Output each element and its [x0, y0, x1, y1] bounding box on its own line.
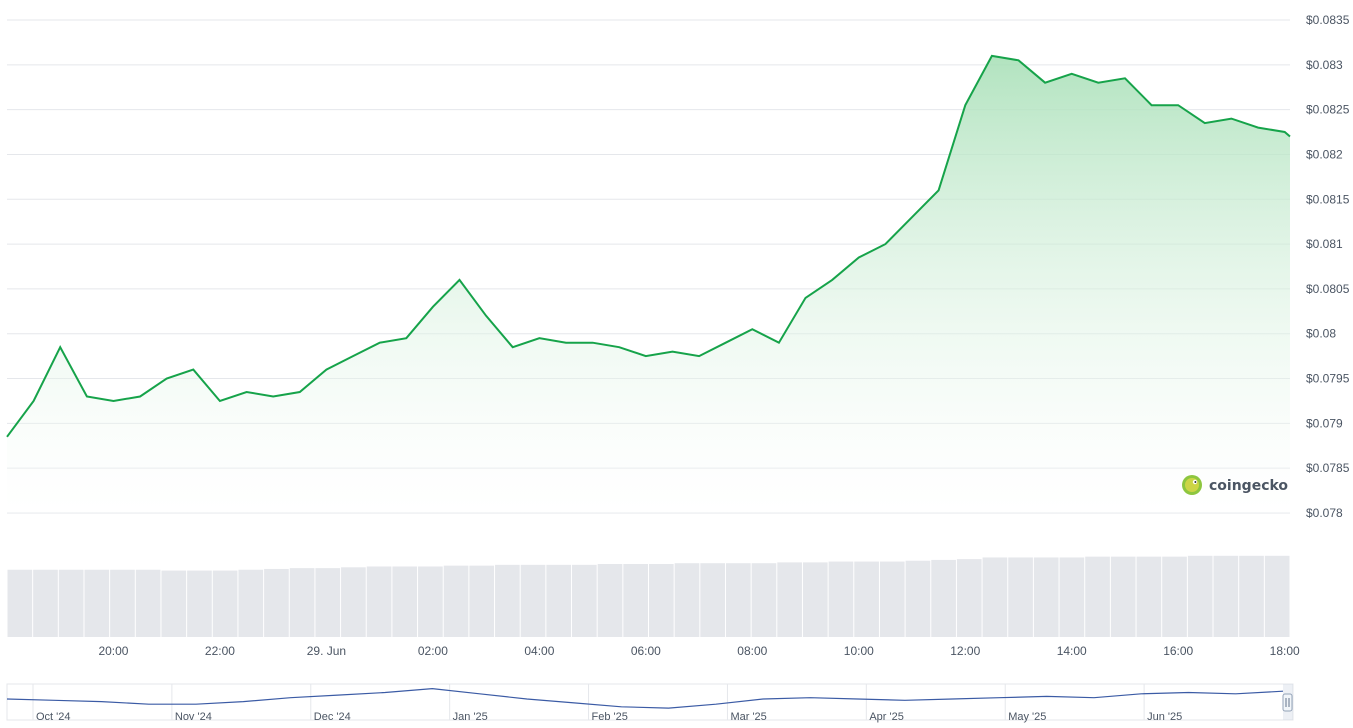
volume-bar: [469, 565, 495, 637]
price-area-fill: [7, 55, 1290, 514]
navigator-month-separators: [32, 684, 1145, 720]
x-axis-ticks: 20:00 22:00 29. Jun 02:00 04:00 06:00 08:00 10:…: [98, 644, 1300, 658]
x-tick-label: 10:00: [844, 644, 874, 658]
volume-bar: [597, 564, 623, 637]
navigator-month-label: Jan '25: [453, 711, 488, 723]
volume-bar: [1162, 556, 1187, 637]
navigator-track: [6, 683, 1294, 721]
volume-bar: [982, 557, 1008, 637]
y-tick-label: $0.0795: [1306, 372, 1350, 386]
volume-bar: [931, 559, 956, 637]
volume-bar: [495, 564, 520, 637]
navigator-series-line: [6, 687, 1284, 709]
x-tick-label: 04:00: [524, 644, 554, 658]
x-tick-label: 16:00: [1163, 644, 1193, 658]
volume-bar: [238, 569, 264, 637]
volume-bar: [1033, 557, 1059, 637]
y-tick-label: $0.08: [1306, 327, 1336, 341]
volume-bar: [392, 566, 418, 637]
coingecko-gecko-icon: [1182, 475, 1202, 495]
volume-bar: [341, 567, 366, 637]
volume-bar: [1187, 555, 1213, 637]
y-tick-label: $0.0835: [1306, 13, 1350, 27]
navigator-month-label: Dec '24: [314, 711, 351, 723]
volume-bar: [187, 570, 212, 637]
volume-bar: [212, 570, 238, 637]
volume-bar: [828, 561, 854, 637]
navigator-month-label: Mar '25: [730, 711, 766, 723]
volume-bar: [1213, 555, 1239, 637]
volume-bar: [264, 568, 289, 637]
volume-bar: [700, 563, 725, 637]
volume-bar: [674, 563, 700, 637]
volume-bar: [1059, 557, 1085, 637]
volume-bar: [623, 564, 648, 637]
navigator-month-label: May '25: [1008, 711, 1046, 723]
y-tick-label: $0.081: [1306, 237, 1343, 251]
navigator-month-label: Oct '24: [36, 711, 71, 723]
volume-bar: [33, 569, 58, 637]
navigator-month-label: Apr '25: [869, 711, 904, 723]
volume-bar: [1110, 556, 1136, 637]
volume-bar: [777, 562, 802, 637]
navigator-handle[interactable]: [1282, 693, 1293, 712]
volume-bar: [1264, 555, 1290, 637]
volume-bar: [289, 568, 315, 637]
y-tick-label: $0.0825: [1306, 103, 1350, 117]
y-tick-label: $0.079: [1306, 416, 1343, 430]
y-tick-label: $0.0805: [1306, 282, 1350, 296]
volume-bar: [879, 561, 905, 637]
y-tick-label: $0.083: [1306, 58, 1343, 72]
volume-bar: [1136, 556, 1162, 637]
volume-bar: [161, 570, 187, 637]
y-tick-label: $0.0785: [1306, 461, 1350, 475]
volume-bar: [725, 563, 751, 637]
volume-bar: [1008, 557, 1033, 637]
volume-bar: [110, 569, 135, 637]
brand-watermark: coingecko: [1182, 475, 1288, 495]
y-tick-label: $0.082: [1306, 147, 1343, 161]
volume-bar: [751, 563, 777, 637]
x-tick-label: 02:00: [418, 644, 448, 658]
navigator-month-label: Jun '25: [1147, 711, 1182, 723]
volume-bar: [520, 564, 546, 637]
x-tick-label: 06:00: [631, 644, 661, 658]
volume-bar: [7, 569, 33, 637]
x-tick-label: 08:00: [737, 644, 767, 658]
brand-name: coingecko: [1209, 478, 1288, 494]
volume-bar: [905, 560, 931, 637]
time-navigator[interactable]: Oct '24 Nov '24 Dec '24 Jan '25 Feb '25 Mar '…: [6, 683, 1294, 723]
volume-bar: [418, 566, 443, 637]
navigator-month-label: Nov '24: [175, 711, 212, 723]
volume-bar: [546, 564, 572, 637]
volume-bar: [443, 565, 469, 637]
x-tick-label: 22:00: [205, 644, 235, 658]
navigator-month-label: Feb '25: [592, 711, 628, 723]
volume-bar: [135, 569, 161, 637]
x-tick-label: 14:00: [1057, 644, 1087, 658]
volume-bar: [572, 564, 597, 637]
volume-bar: [315, 568, 341, 637]
volume-bars: [7, 555, 1290, 637]
price-series-line: [6, 54, 1291, 438]
volume-bar: [84, 569, 110, 637]
y-tick-label: $0.078: [1306, 506, 1343, 520]
navigator-labels: Oct '24 Nov '24 Dec '24 Jan '25 Feb '25 Mar '…: [36, 711, 1182, 723]
volume-bar: [1239, 555, 1264, 637]
x-tick-label: 18:00: [1270, 644, 1300, 658]
y-tick-label: $0.0815: [1306, 192, 1350, 206]
volume-bar: [58, 569, 84, 637]
volume-bar: [956, 559, 982, 637]
volume-bar: [649, 564, 674, 637]
x-tick-label: 12:00: [950, 644, 980, 658]
x-tick-label: 20:00: [98, 644, 128, 658]
volume-bar: [1085, 556, 1110, 637]
y-axis-ticks: $0.0835 $0.083 $0.0825 $0.082 $0.0815 $0.081 $…: [1306, 13, 1350, 520]
volume-bar: [366, 566, 392, 637]
x-tick-label: 29. Jun: [307, 644, 346, 658]
volume-bar: [854, 561, 879, 637]
volume-bar: [802, 562, 828, 637]
